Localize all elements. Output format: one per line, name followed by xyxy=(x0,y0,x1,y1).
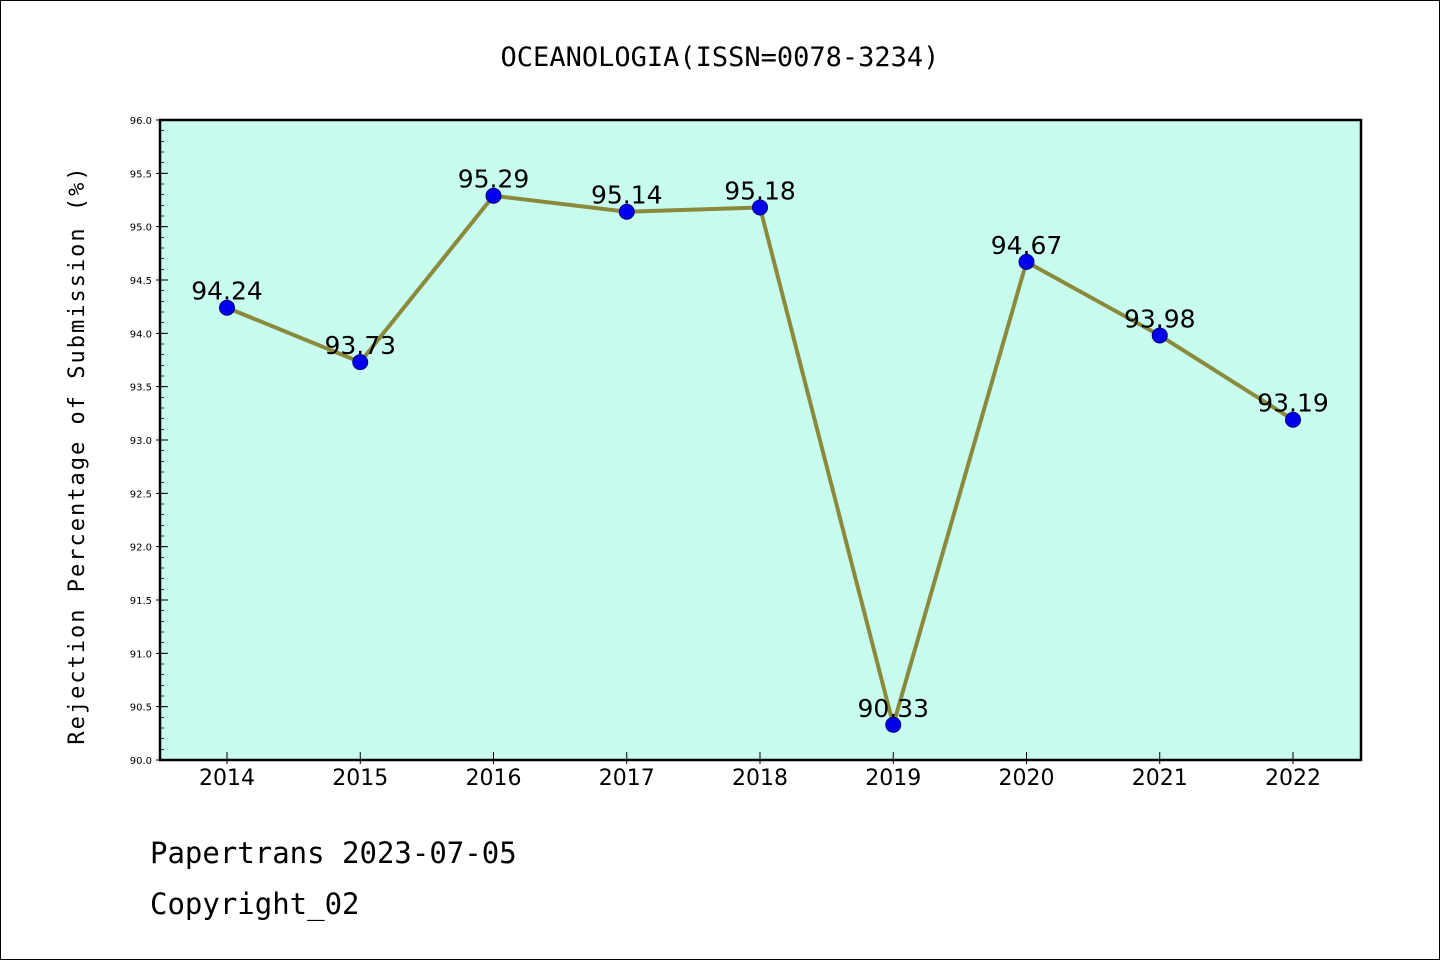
data-label: 94.67 xyxy=(991,231,1063,260)
y-tick-label: 93.0 xyxy=(130,436,152,447)
x-axis-ticks: 2014 2015 2016 2017 2018 2019 2020 2021 2022 xyxy=(199,752,1321,791)
footer-copyright: Copyright_02 xyxy=(150,887,360,922)
x-tick-label: 2018 xyxy=(732,766,788,791)
y-tick-label: 93.5 xyxy=(130,383,152,394)
data-point-marker xyxy=(219,299,235,316)
chart-title: OCEANOLOGIA(ISSN=0078-3234) xyxy=(501,42,940,73)
x-tick-label: 2019 xyxy=(865,766,921,791)
data-label: 95.14 xyxy=(591,181,663,210)
data-label: 94.24 xyxy=(191,277,263,306)
y-tick-label: 91.0 xyxy=(130,649,152,660)
y-tick-label: 95.5 xyxy=(130,169,152,180)
data-point-marker xyxy=(1018,253,1035,270)
y-tick-label: 92.5 xyxy=(130,489,152,500)
x-tick-label: 2020 xyxy=(999,766,1055,791)
data-point-marker xyxy=(1285,411,1301,428)
x-tick-label: 2021 xyxy=(1132,766,1188,791)
y-tick-label: 94.0 xyxy=(130,329,152,340)
y-tick-label: 91.5 xyxy=(130,596,152,607)
x-tick-label: 2014 xyxy=(199,766,255,791)
x-tick-label: 2015 xyxy=(332,766,388,791)
y-tick-label: 94.5 xyxy=(130,276,152,287)
x-tick-label: 2022 xyxy=(1265,766,1321,791)
data-label: 90.33 xyxy=(857,694,929,723)
data-point-marker xyxy=(352,354,369,371)
data-label: 95.29 xyxy=(458,165,530,194)
y-tick-label: 96.0 xyxy=(130,116,152,127)
x-tick-label: 2016 xyxy=(466,766,522,791)
y-axis-label: Rejection Percentage of Submission (%) xyxy=(65,165,90,744)
data-point-marker xyxy=(1151,327,1168,344)
plot-border xyxy=(158,118,1363,762)
x-tick-label: 2017 xyxy=(599,766,655,791)
y-tick-label: 90.5 xyxy=(130,703,152,714)
data-point-marker xyxy=(485,187,502,204)
data-label: 93.19 xyxy=(1257,389,1329,418)
y-tick-label: 90.0 xyxy=(130,756,152,767)
data-point-marker xyxy=(885,716,902,733)
data-point-marker xyxy=(752,199,768,216)
y-axis-ticks: 90.0 90.5 91.0 91.5 92.0 92.5 93.0 93.5 94.0 94.5… xyxy=(130,116,168,767)
data-label: 93.73 xyxy=(324,331,396,360)
plot-area xyxy=(160,120,1361,760)
y-tick-label: 95.0 xyxy=(130,223,152,234)
data-label: 93.98 xyxy=(1124,304,1196,333)
data-label-layer: 94.24 93.73 95.29 95.14 95.18 90.33 94.67 93.98… xyxy=(191,165,1329,723)
series-layer xyxy=(219,187,1301,733)
data-point-marker xyxy=(618,203,635,220)
y-tick-label: 92.0 xyxy=(130,543,152,554)
footer-date: Papertrans 2023-07-05 xyxy=(150,836,517,870)
data-label: 95.18 xyxy=(724,176,796,205)
